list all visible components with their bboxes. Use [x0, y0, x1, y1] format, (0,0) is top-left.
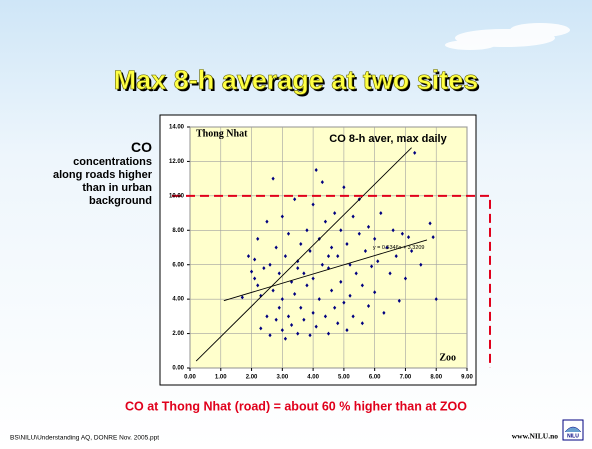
x-tick-label: 2.00: [246, 375, 258, 381]
x-tick-label: 1.00: [215, 375, 227, 381]
slide: Max 8-h average at two sites Max 8-h ave…: [0, 0, 592, 449]
url: www.NILU.no: [512, 432, 559, 441]
x-tick-label: 3.00: [276, 375, 288, 381]
x-tick-label: 7.00: [400, 375, 412, 381]
trendline-label: y = 0.5346x + 3.3209: [373, 245, 425, 251]
x-tick-label: 9.00: [461, 375, 473, 381]
logo-text: NILU: [567, 433, 579, 439]
x-tick-label: 6.00: [369, 375, 381, 381]
sidebar-heading: CO: [48, 138, 152, 156]
x-tick-label: 0.00: [184, 375, 196, 381]
x-tick-label: 4.00: [307, 375, 319, 381]
y-tick-label: 14.00: [169, 125, 185, 131]
x-tick-label: 5.00: [338, 375, 350, 381]
x-axis-label: Zoo: [439, 352, 456, 363]
chart-title: CO 8-h aver, max daily: [329, 133, 447, 145]
slide-title: Max 8-h average at two sites: [114, 65, 479, 95]
footer: BS\NILU\Understanding AQ, DONRE Nov. 200…: [10, 435, 159, 442]
conclusion: CO at Thong Nhat (road) = about 60 % hig…: [125, 399, 467, 413]
y-axis-label: Thong Nhat: [196, 128, 248, 139]
y-tick-label: 10.00: [169, 193, 185, 199]
y-tick-label: 0.00: [172, 366, 184, 372]
x-tick-label: 8.00: [430, 375, 442, 381]
y-tick-label: 4.00: [172, 297, 184, 303]
sidebar: CO concentrations along roads higher tha…: [48, 138, 152, 208]
y-tick-label: 12.00: [169, 159, 185, 165]
sidebar-text: concentrations along roads higher than i…: [48, 156, 152, 208]
y-tick-label: 2.00: [172, 331, 184, 337]
y-tick-label: 6.00: [172, 262, 184, 268]
chart: Max 8-h average at two sites Max 8-h ave…: [0, 0, 592, 449]
y-tick-label: 8.00: [172, 228, 184, 234]
